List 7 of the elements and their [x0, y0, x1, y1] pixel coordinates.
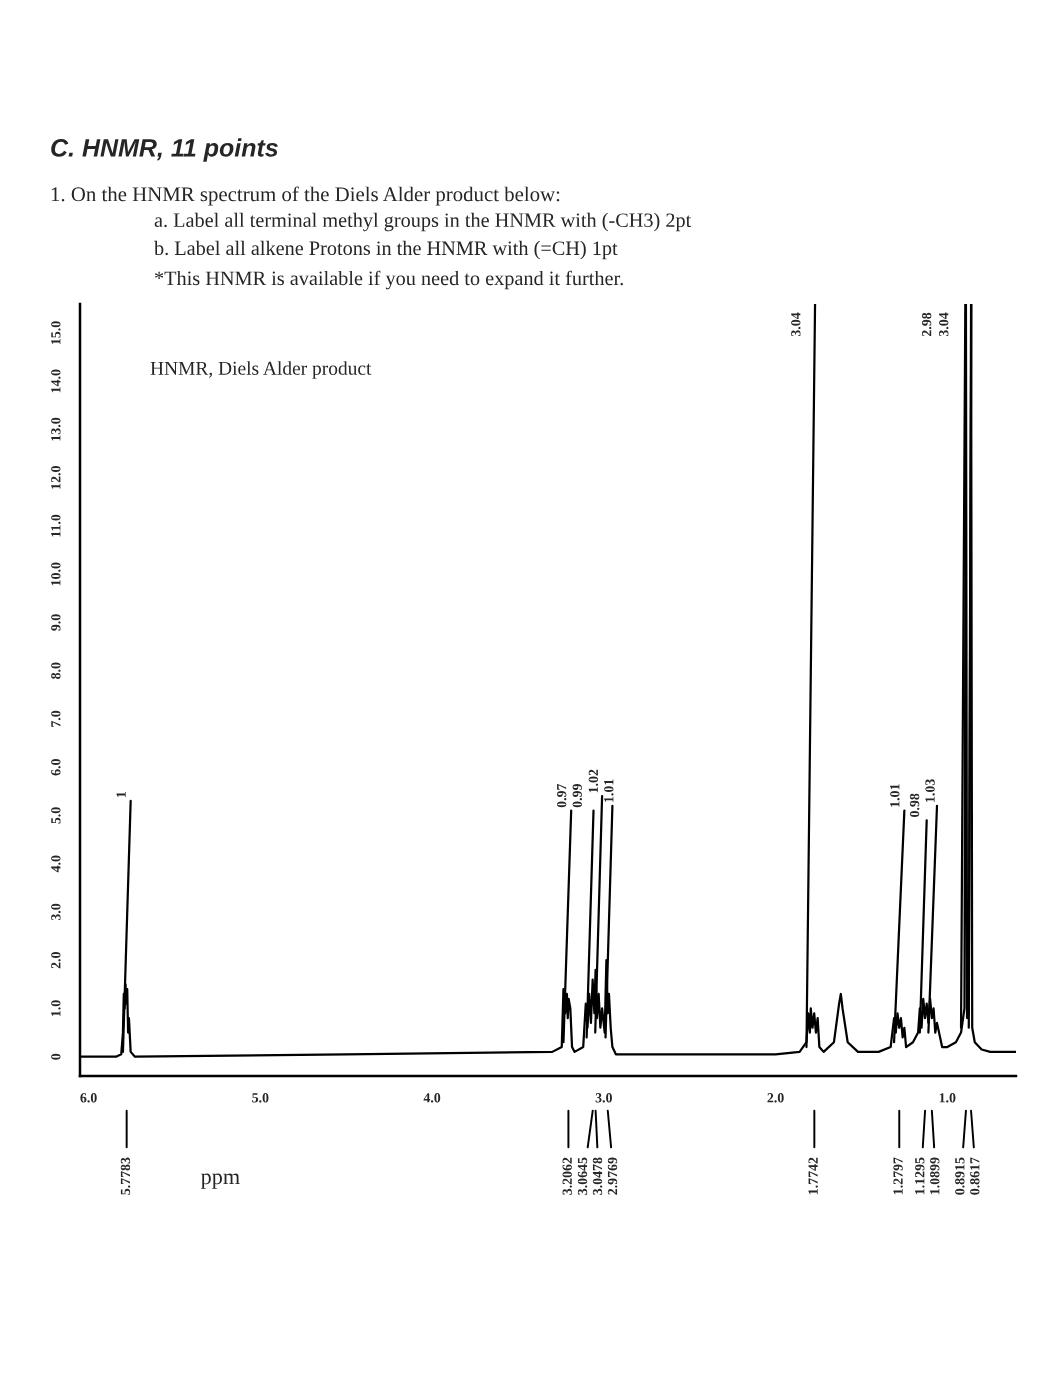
text: a. Label all terminal methyl groups in the HNMR with (-CH3) 2pt — [154, 212, 692, 232]
x-axis-title: ppm — [201, 1173, 240, 1189]
annotation: HNMR, Diels Alder product — [150, 361, 372, 379]
text: *This HNMR is available if you need to expand it further. — [154, 270, 623, 290]
text: b. Label all alkene Protons in the HNMR with (=CH) 1pt — [154, 240, 618, 260]
chart-title: C. HNMR, 11 points — [51, 138, 278, 162]
chart-subtitle: 1. On the HNMR spectrum of the Diels Alder product below: — [51, 186, 560, 206]
